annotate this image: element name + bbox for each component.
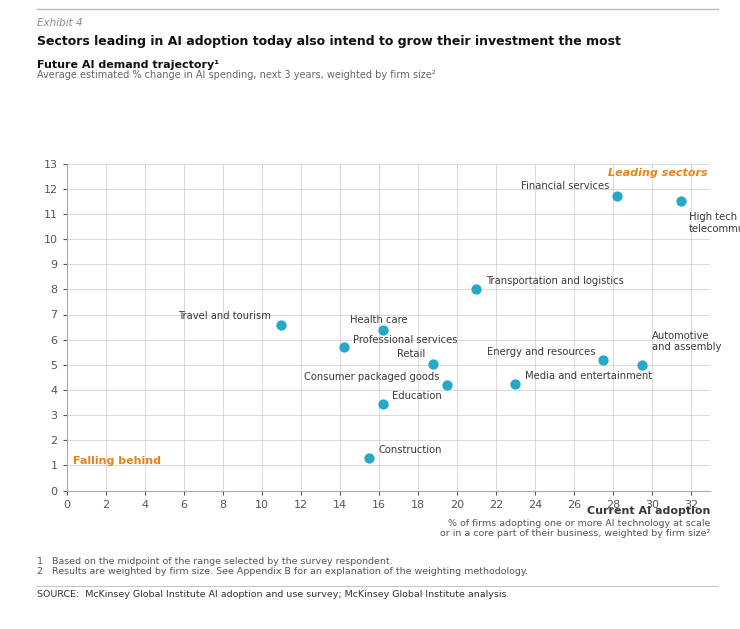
Point	[610, 191, 622, 201]
Text: Exhibit 4: Exhibit 4	[37, 18, 83, 28]
Text: High tech and
telecommunications: High tech and telecommunications	[689, 213, 740, 234]
Point	[428, 359, 440, 369]
Text: Current AI adoption: Current AI adoption	[587, 506, 710, 516]
Point	[441, 380, 453, 390]
Point	[337, 342, 349, 352]
Text: Transportation and logistics: Transportation and logistics	[486, 276, 624, 286]
Text: Future AI demand trajectory¹: Future AI demand trajectory¹	[37, 60, 219, 70]
Text: Education: Education	[392, 391, 443, 401]
Text: Energy and resources: Energy and resources	[487, 347, 595, 357]
Text: Professional services: Professional services	[354, 335, 458, 345]
Text: Consumer packaged goods: Consumer packaged goods	[303, 372, 440, 382]
Text: % of firms adopting one or more AI technology at scale
or in a core part of thei: % of firms adopting one or more AI techn…	[440, 519, 710, 538]
Point	[509, 379, 521, 389]
Point	[471, 284, 482, 294]
Text: Media and entertainment: Media and entertainment	[525, 371, 652, 381]
Text: Leading sectors: Leading sectors	[608, 169, 707, 179]
Text: 2   Results are weighted by firm size. See Appendix B for an explanation of the : 2 Results are weighted by firm size. See…	[37, 567, 528, 576]
Text: Average estimated % change in AI spending, next 3 years, weighted by firm size²: Average estimated % change in AI spendin…	[37, 70, 436, 81]
Point	[597, 355, 609, 365]
Text: Automotive
and assembly: Automotive and assembly	[652, 331, 722, 352]
Point	[275, 320, 287, 330]
Text: Falling behind: Falling behind	[73, 456, 161, 466]
Text: Construction: Construction	[379, 445, 443, 455]
Text: SOURCE:  McKinsey Global Institute AI adoption and use survey; McKinsey Global I: SOURCE: McKinsey Global Institute AI ado…	[37, 590, 506, 599]
Text: Financial services: Financial services	[520, 181, 609, 191]
Point	[363, 453, 375, 463]
Point	[377, 399, 389, 409]
Text: Sectors leading in AI adoption today also intend to grow their investment the mo: Sectors leading in AI adoption today als…	[37, 35, 621, 48]
Point	[377, 325, 389, 335]
Text: Retail: Retail	[397, 348, 426, 359]
Point	[636, 360, 648, 370]
Text: 1   Based on the midpoint of the range selected by the survey respondent.: 1 Based on the midpoint of the range sel…	[37, 557, 393, 565]
Text: Health care: Health care	[350, 314, 408, 325]
Text: Travel and tourism: Travel and tourism	[178, 311, 272, 321]
Point	[675, 196, 687, 206]
